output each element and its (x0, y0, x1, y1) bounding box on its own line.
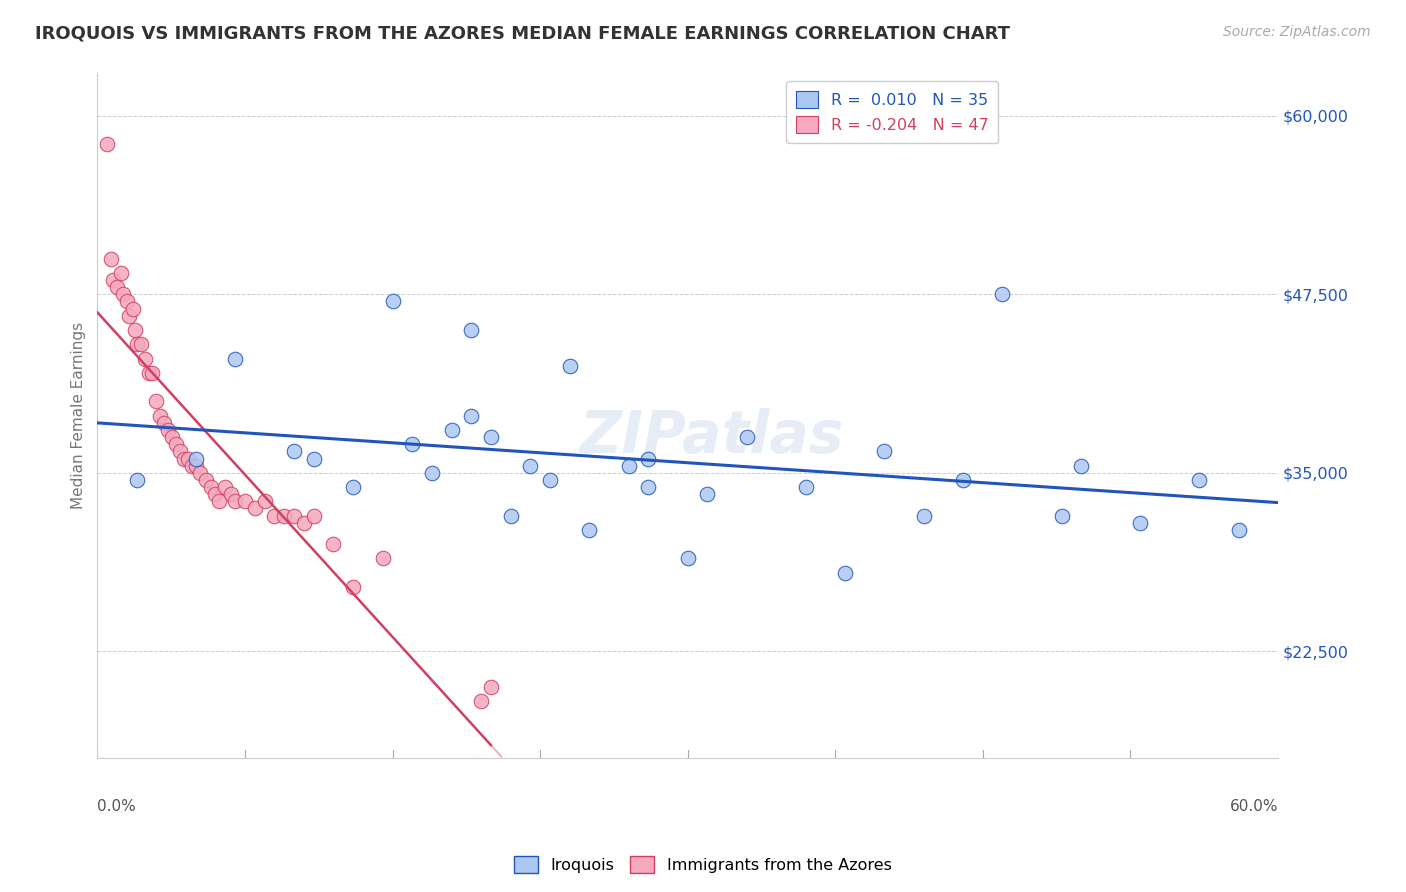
Point (149, 409, 172, 423)
Point (208, 494, 231, 508)
Point (224, 351, 246, 366)
Point (138, 366, 160, 380)
Point (342, 480, 364, 494)
Point (1188, 473, 1211, 487)
Point (243, 501, 266, 516)
Point (184, 451, 207, 466)
Point (194, 473, 217, 487)
Point (121, 301, 143, 316)
Point (160, 430, 183, 444)
Point (420, 466, 443, 480)
Point (401, 437, 423, 451)
Point (912, 508, 935, 523)
Point (134, 351, 156, 366)
Point (111, 287, 134, 301)
Point (617, 458, 640, 473)
Point (834, 566, 856, 580)
Point (200, 480, 222, 494)
Point (173, 451, 195, 466)
Text: Source: ZipAtlas.com: Source: ZipAtlas.com (1223, 25, 1371, 39)
Point (479, 680, 502, 694)
Point (952, 473, 974, 487)
Point (129, 337, 152, 351)
Point (253, 494, 276, 508)
Point (292, 516, 315, 530)
Point (696, 487, 718, 501)
Point (177, 451, 200, 466)
Point (145, 394, 167, 409)
Point (558, 359, 581, 373)
Point (302, 451, 325, 466)
Point (169, 444, 191, 458)
Point (460, 323, 482, 337)
Point (100, 252, 122, 266)
Point (263, 508, 285, 523)
Point (499, 508, 522, 523)
Point (371, 551, 394, 566)
Point (519, 458, 541, 473)
Point (1227, 523, 1250, 537)
Point (873, 444, 896, 458)
Point (125, 473, 148, 487)
Point (141, 366, 163, 380)
Point (1129, 516, 1152, 530)
Point (283, 508, 305, 523)
Point (676, 551, 699, 566)
Point (460, 409, 482, 423)
Point (637, 480, 659, 494)
Point (110, 266, 132, 280)
Point (322, 537, 344, 551)
Point (118, 309, 141, 323)
Point (578, 523, 600, 537)
Point (479, 430, 502, 444)
Legend: Iroquois, Immigrants from the Azores: Iroquois, Immigrants from the Azores (508, 849, 898, 880)
Point (219, 487, 242, 501)
Point (991, 287, 1014, 301)
Point (440, 423, 463, 437)
Legend: R =  0.010   N = 35, R = -0.204   N = 47: R = 0.010 N = 35, R = -0.204 N = 47 (786, 81, 998, 143)
Point (283, 444, 305, 458)
Point (105, 280, 128, 294)
Point (637, 451, 659, 466)
Point (101, 273, 124, 287)
Y-axis label: Median Female Earnings: Median Female Earnings (72, 322, 86, 509)
Point (1070, 458, 1092, 473)
Text: 60.0%: 60.0% (1229, 799, 1278, 814)
Point (538, 473, 561, 487)
Point (115, 294, 138, 309)
Point (96, 137, 118, 152)
Point (153, 416, 176, 430)
Point (124, 323, 146, 337)
Point (233, 494, 256, 508)
Point (157, 423, 180, 437)
Point (184, 458, 207, 473)
Point (273, 508, 295, 523)
Point (165, 437, 187, 451)
Point (794, 480, 817, 494)
Point (381, 294, 404, 309)
Point (1050, 508, 1073, 523)
Point (302, 508, 325, 523)
Point (342, 580, 364, 594)
Point (214, 480, 236, 494)
Point (224, 494, 246, 508)
Point (180, 458, 202, 473)
Text: IROQUOIS VS IMMIGRANTS FROM THE AZORES MEDIAN FEMALE EARNINGS CORRELATION CHART: IROQUOIS VS IMMIGRANTS FROM THE AZORES M… (35, 25, 1010, 43)
Text: 0.0%: 0.0% (97, 799, 136, 814)
Point (735, 430, 758, 444)
Point (204, 487, 226, 501)
Point (470, 694, 492, 708)
Point (125, 337, 148, 351)
Point (188, 466, 211, 480)
Text: ZIPatlas: ZIPatlas (579, 408, 844, 465)
